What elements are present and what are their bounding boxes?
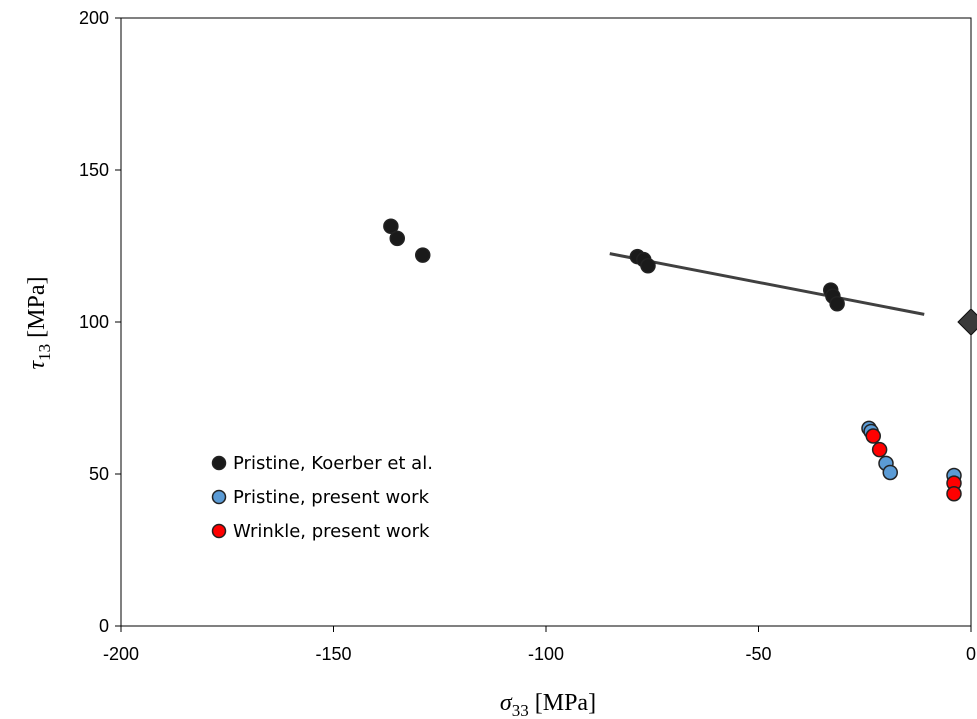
legend: Pristine, Koerber et al. Pristine, presen… — [211, 453, 433, 542]
trend-line-group — [609, 252, 925, 316]
trend-line — [609, 252, 925, 316]
data-points — [383, 218, 977, 502]
legend-label-0: Pristine, Koerber et al. — [233, 453, 433, 474]
legend-marker-1 — [211, 489, 227, 505]
x-axis-label: σ33 [MPa] — [500, 690, 596, 719]
data-point-series-2 — [871, 441, 888, 458]
data-point-series-2 — [946, 486, 962, 502]
x-tick-label: -100 — [528, 644, 564, 664]
x-tick-label: -150 — [315, 644, 351, 664]
data-point-series-0 — [829, 296, 845, 312]
legend-label-1: Pristine, present work — [233, 487, 430, 508]
data-point-series-0 — [383, 218, 399, 234]
y-tick-label: 200 — [79, 8, 109, 28]
data-point-diamond — [957, 308, 977, 336]
x-tick-label: -200 — [103, 644, 139, 664]
y-axis-label: τ13 [MPa] — [24, 277, 54, 370]
data-point-series-2 — [865, 428, 881, 444]
y-axis-ticks: 0 50 100 150 200 — [79, 8, 121, 636]
x-axis-ticks: -200 -150 -100 -50 0 — [103, 626, 976, 664]
x-tick-label: 0 — [966, 644, 976, 664]
data-point-series-0 — [640, 258, 656, 274]
data-point-series-0 — [415, 247, 431, 263]
y-tick-label: 150 — [79, 160, 109, 180]
y-tick-label: 50 — [89, 464, 109, 484]
y-tick-label: 100 — [79, 312, 109, 332]
y-tick-label: 0 — [99, 616, 109, 636]
legend-marker-2 — [211, 523, 227, 539]
data-point-series-0 — [389, 230, 405, 247]
data-point-series-1 — [882, 464, 898, 481]
legend-label-2: Wrinkle, present work — [233, 521, 430, 542]
legend-marker-0 — [211, 455, 227, 471]
x-tick-label: -50 — [745, 644, 771, 664]
